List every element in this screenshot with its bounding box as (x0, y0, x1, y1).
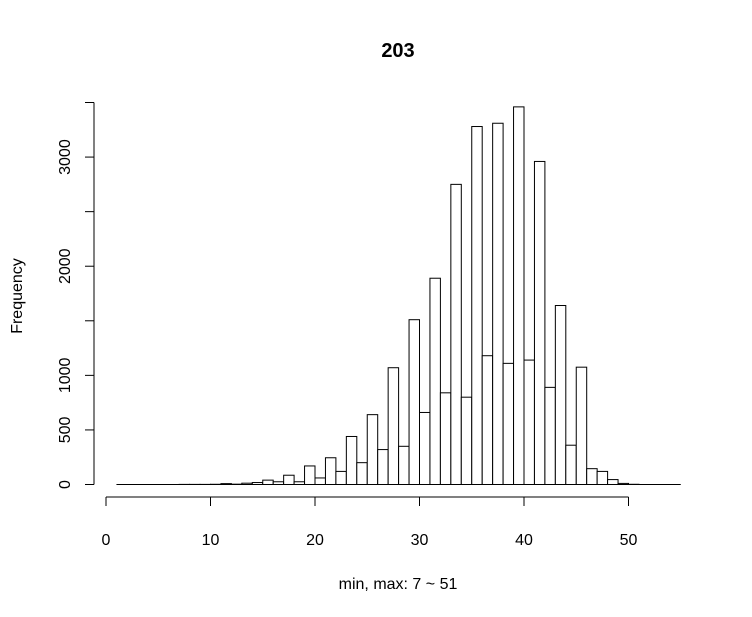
histogram-bar (335, 470, 347, 485)
x-tick-label: 30 (411, 532, 429, 549)
y-tick-label: 0 (57, 480, 74, 489)
histogram-bar (314, 477, 326, 485)
histogram-bar (356, 462, 368, 485)
histogram-bar (607, 479, 619, 486)
y-axis-label: Frequency (9, 258, 26, 334)
histogram-bar (398, 445, 410, 485)
x-tick-label: 10 (202, 532, 220, 549)
chart-title: 203 (381, 40, 414, 62)
y-tick-label: 2000 (57, 248, 74, 284)
y-tick-label: 3000 (57, 139, 74, 175)
histogram-bar (262, 479, 274, 485)
histogram-bar (596, 470, 609, 485)
x-axis-label: min, max: 7 ~ 51 (339, 576, 458, 593)
histogram-bar (283, 474, 295, 486)
histogram-bar (408, 319, 420, 486)
histogram-bar (554, 305, 567, 485)
y-tick-label: 500 (57, 416, 74, 443)
histogram-bar (523, 359, 535, 486)
histogram-bar (513, 106, 525, 485)
histogram-bar (565, 444, 577, 485)
x-tick-label: 20 (306, 532, 324, 549)
histogram-bar (429, 277, 441, 485)
x-tick-label: 50 (620, 532, 638, 549)
histogram-bar (586, 468, 598, 486)
histogram-bar (481, 355, 494, 486)
histogram-bar (460, 396, 473, 485)
histogram-bar (304, 465, 316, 485)
histogram-bar (345, 435, 358, 485)
histogram-bar (544, 386, 556, 485)
histogram-bar (377, 449, 389, 485)
y-tick-label: 1000 (57, 357, 74, 393)
histogram-bar (324, 457, 337, 486)
histogram-bar (502, 362, 515, 486)
histogram-bar (575, 366, 588, 485)
histogram-bar (450, 183, 462, 486)
x-axis: 0 10 20 30 40 50 (102, 496, 638, 549)
histogram-bar (471, 126, 483, 485)
histogram-bars (116, 106, 681, 486)
x-tick-label: 0 (102, 532, 111, 549)
histogram-bar (387, 367, 400, 486)
histogram-bar (366, 414, 379, 485)
histogram-bar (439, 392, 452, 485)
x-tick-label: 40 (515, 532, 533, 549)
histogram-bar (419, 411, 431, 485)
histogram-bar (492, 122, 504, 485)
histogram-bar (533, 160, 546, 486)
y-axis: 0 500 1000 2000 3000 (57, 102, 95, 489)
